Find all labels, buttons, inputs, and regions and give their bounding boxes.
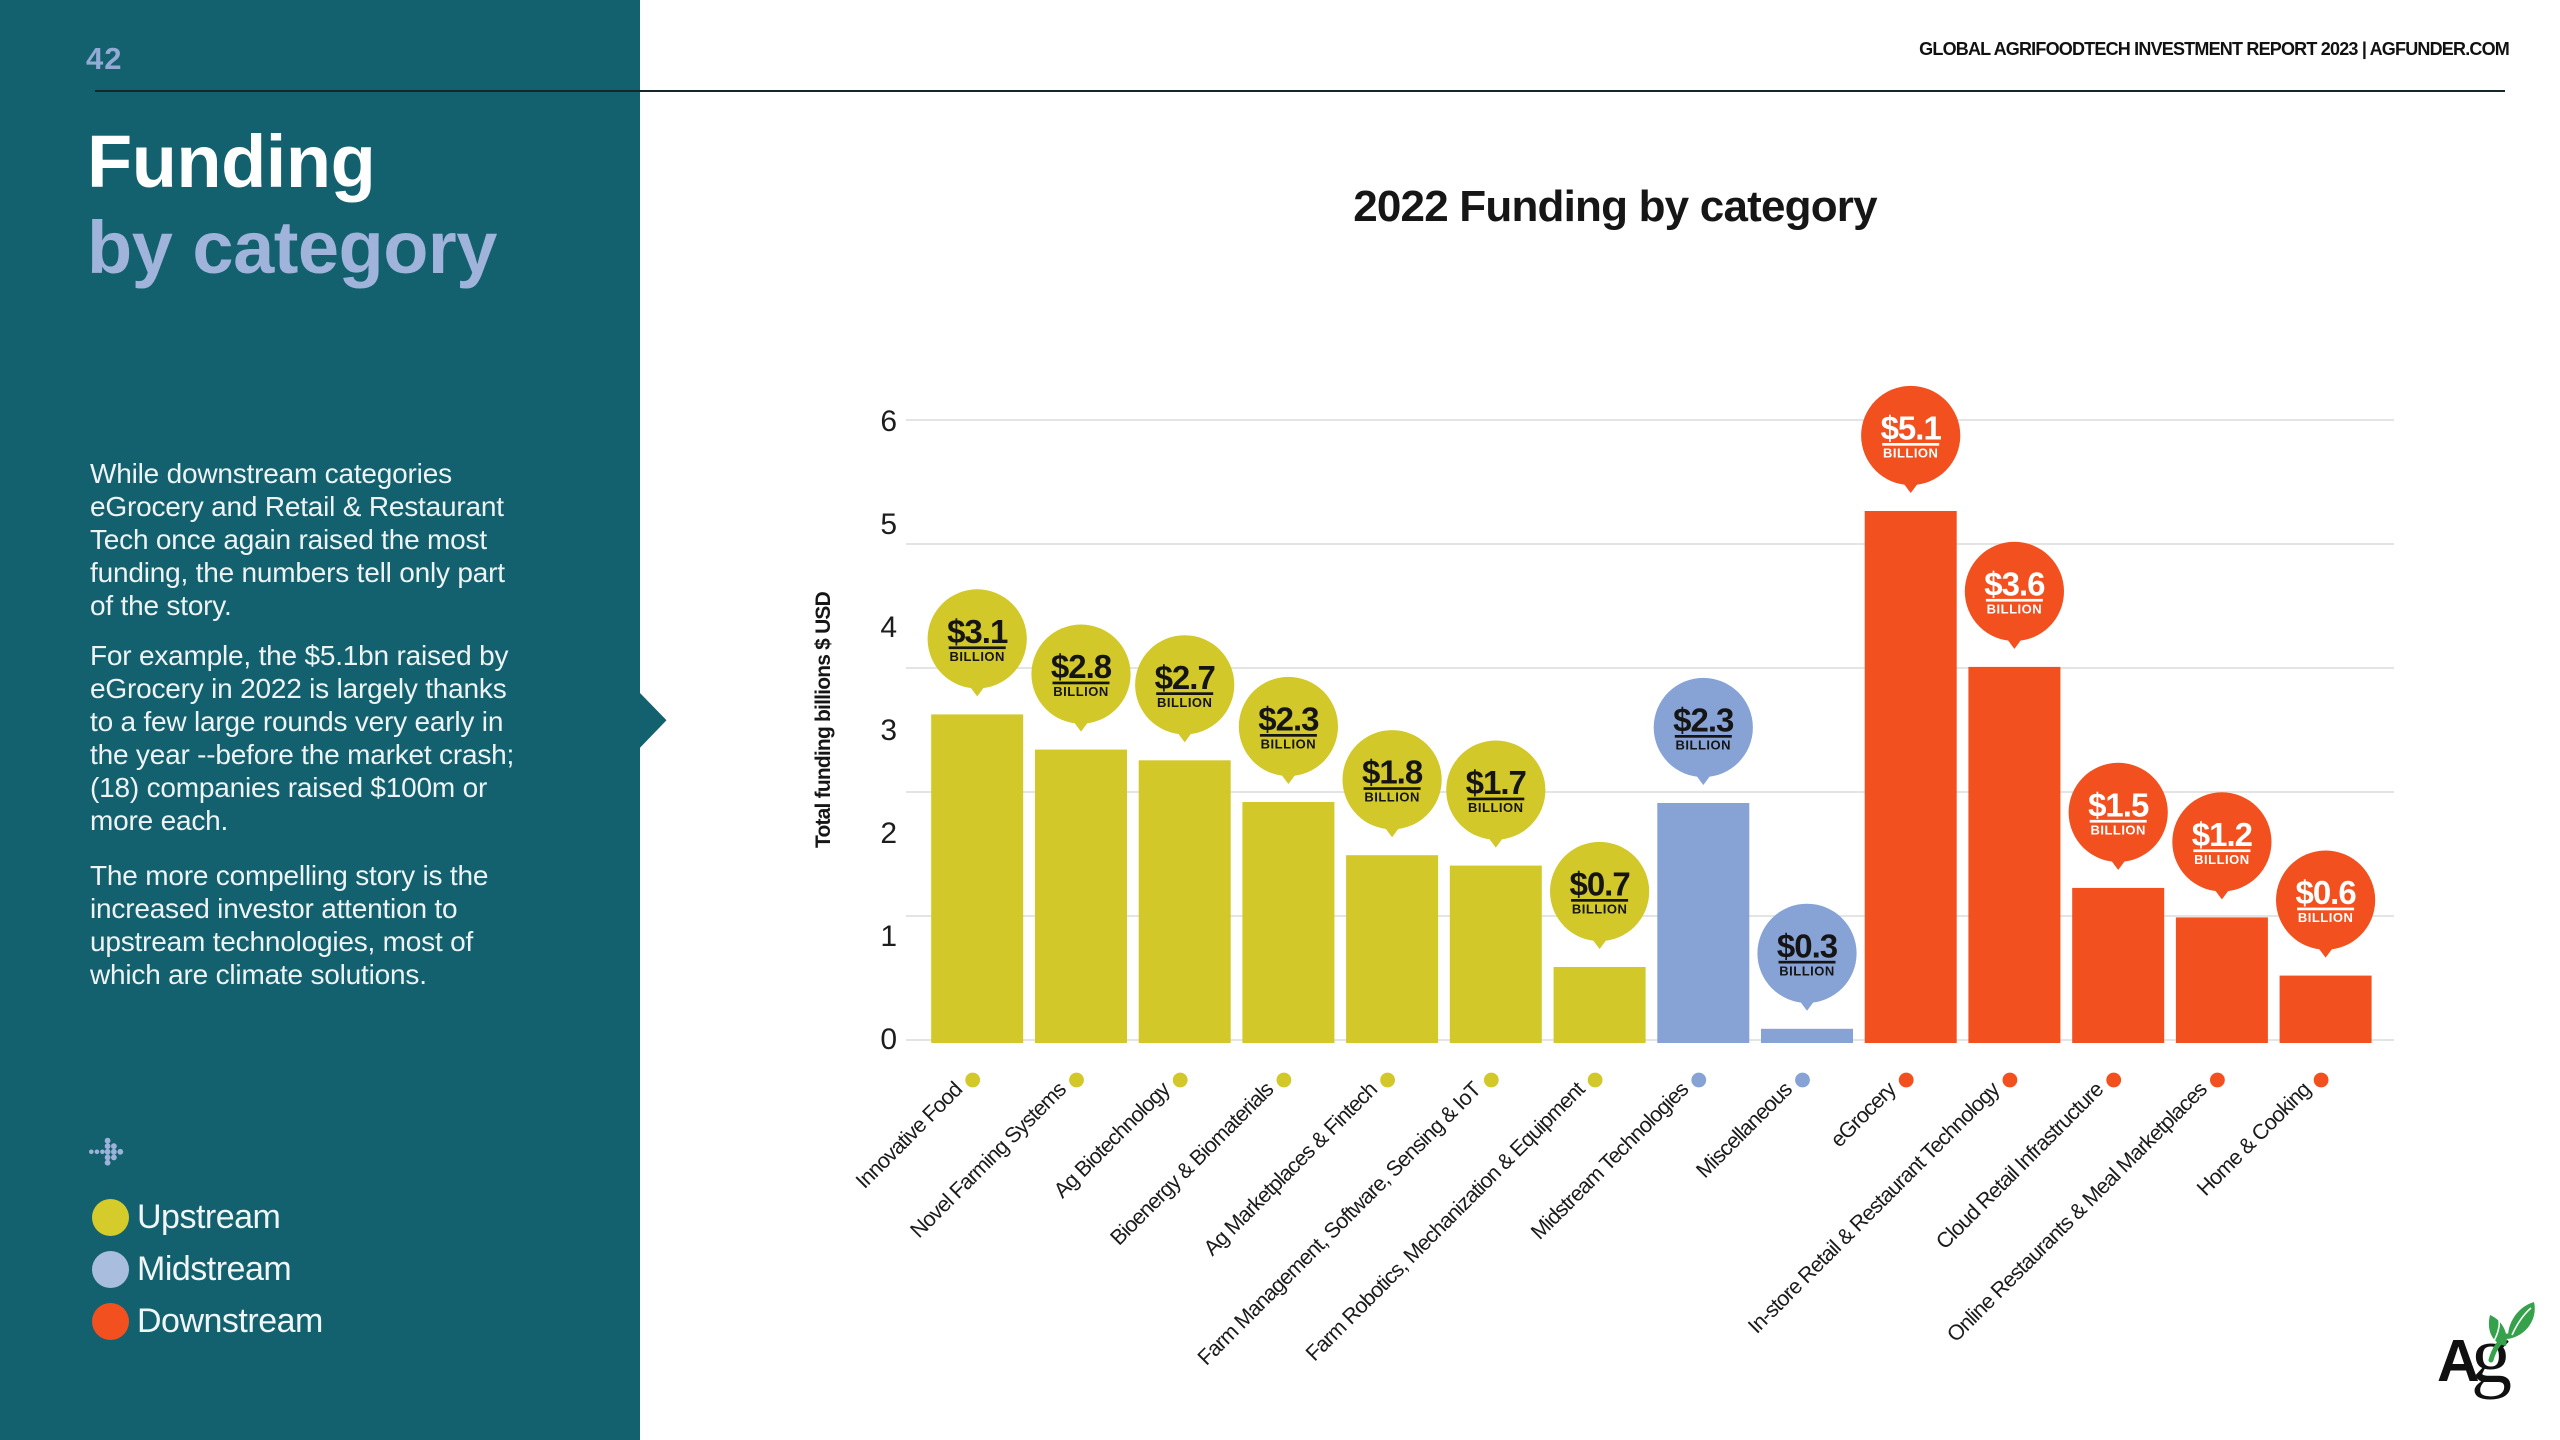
- svg-text:BILLION: BILLION: [1779, 963, 1835, 978]
- svg-text:BILLION: BILLION: [949, 649, 1005, 664]
- svg-text:0: 0: [880, 1023, 897, 1056]
- svg-text:$0.3: $0.3: [1777, 927, 1838, 964]
- svg-text:Innovative Food: Innovative Food: [851, 1078, 967, 1194]
- svg-text:$3.1: $3.1: [947, 613, 1008, 650]
- svg-text:BILLION: BILLION: [1364, 790, 1420, 805]
- svg-text:Miscellaneous: Miscellaneous: [1691, 1077, 1796, 1182]
- svg-text:2: 2: [880, 817, 897, 850]
- svg-text:3: 3: [880, 714, 897, 747]
- svg-text:Home & Cooking: Home & Cooking: [2192, 1078, 2315, 1201]
- svg-text:A: A: [2437, 1328, 2480, 1394]
- svg-text:$2.8: $2.8: [1051, 648, 1112, 685]
- svg-text:$3.6: $3.6: [1984, 565, 2045, 602]
- svg-text:BILLION: BILLION: [1468, 800, 1524, 815]
- svg-text:Ag Marketplaces & Fintech: Ag Marketplaces & Fintech: [1199, 1078, 1382, 1261]
- svg-text:$1.8: $1.8: [1362, 754, 1423, 791]
- svg-text:$0.7: $0.7: [1569, 866, 1629, 903]
- svg-text:$1.5: $1.5: [2088, 786, 2149, 823]
- svg-text:$2.3: $2.3: [1673, 702, 1734, 739]
- svg-text:BILLION: BILLION: [1572, 902, 1628, 917]
- svg-text:BILLION: BILLION: [2194, 852, 2250, 867]
- svg-text:$0.6: $0.6: [2295, 874, 2356, 911]
- svg-text:6: 6: [880, 405, 897, 438]
- svg-text:BILLION: BILLION: [1987, 601, 2043, 616]
- svg-text:$2.3: $2.3: [1258, 701, 1319, 738]
- svg-text:Total funding billions $ USD: Total funding billions $ USD: [812, 591, 835, 848]
- svg-text:5: 5: [880, 508, 897, 541]
- svg-text:Cloud Retail Infrastructure: Cloud Retail Infrastructure: [1931, 1078, 2107, 1254]
- svg-text:BILLION: BILLION: [1053, 684, 1109, 699]
- svg-text:4: 4: [880, 611, 897, 644]
- svg-text:eGrocery: eGrocery: [1826, 1077, 1901, 1152]
- svg-text:BILLION: BILLION: [1676, 738, 1732, 753]
- svg-text:BILLION: BILLION: [2298, 910, 2354, 925]
- svg-text:BILLION: BILLION: [1261, 737, 1317, 752]
- svg-text:BILLION: BILLION: [1883, 446, 1939, 461]
- svg-text:$1.7: $1.7: [1466, 764, 1526, 801]
- svg-text:$1.2: $1.2: [2192, 816, 2253, 853]
- svg-text:BILLION: BILLION: [1157, 695, 1213, 710]
- svg-text:$2.7: $2.7: [1155, 659, 1215, 696]
- svg-text:BILLION: BILLION: [2090, 822, 2146, 837]
- svg-text:$5.1: $5.1: [1881, 410, 1942, 447]
- svg-text:1: 1: [880, 920, 897, 953]
